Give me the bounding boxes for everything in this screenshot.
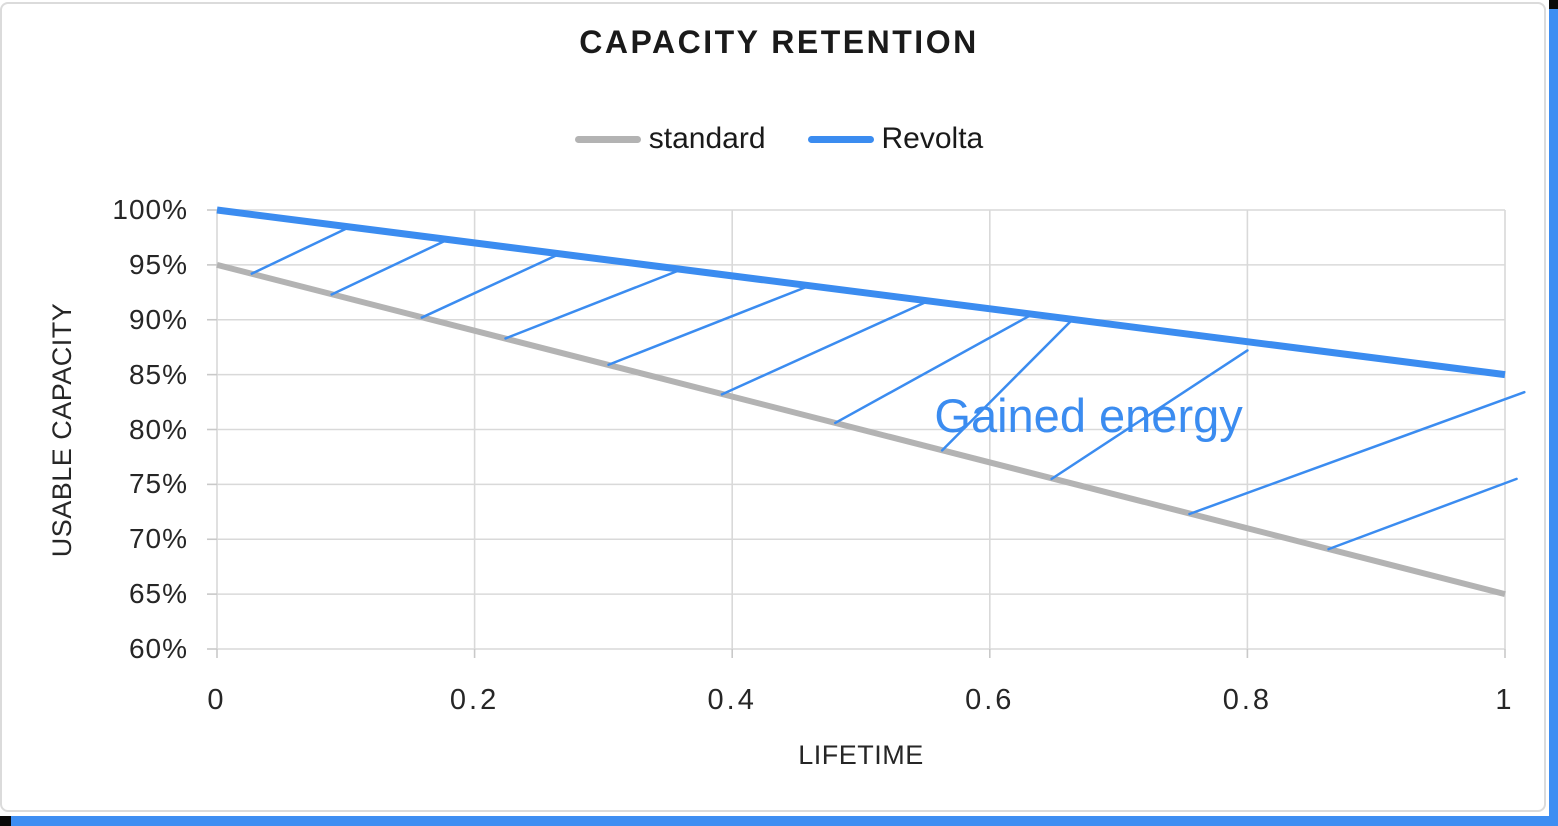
x-tick-label: 0.2: [449, 684, 500, 716]
x-tick-label: 1: [1495, 684, 1515, 716]
x-tick-label: 0.8: [1222, 684, 1273, 716]
legend: standard Revolta: [0, 122, 1558, 156]
y-tick-label: 85%: [128, 358, 188, 390]
legend-swatch-revolta: [807, 135, 874, 143]
y-tick-label: 100%: [112, 194, 188, 225]
y-tick-label: 75%: [128, 468, 188, 500]
legend-item-standard: standard: [574, 122, 766, 156]
slide-edge-bar-right: [1549, 9, 1558, 826]
slide-edge-bar-bottom: [11, 816, 1558, 826]
legend-label-standard: standard: [648, 122, 766, 155]
x-tick-label: 0: [207, 684, 227, 716]
corner-square-bottom-left: [0, 816, 11, 826]
y-tick-label: 60%: [128, 633, 188, 664]
legend-label-revolta: Revolta: [881, 122, 984, 155]
x-axis-title: LIFETIME: [798, 740, 924, 770]
y-tick-label: 95%: [128, 248, 188, 280]
legend-swatch-standard: [574, 135, 641, 143]
x-tick-label: 0.6: [965, 684, 1015, 716]
y-tick-label: 80%: [128, 413, 188, 445]
legend-item-revolta: Revolta: [807, 122, 984, 156]
gained-energy-annotation: Gained energy: [934, 388, 1243, 442]
corner-square-top-right: [1549, 0, 1558, 9]
chart-title: CAPACITY RETENTION: [579, 24, 979, 60]
y-axis-title: USABLE CAPACITY: [47, 302, 77, 558]
x-tick-label: 0.4: [707, 684, 757, 716]
y-tick-label: 70%: [128, 523, 188, 555]
y-tick-label: 90%: [128, 303, 188, 335]
y-tick-label: 65%: [128, 578, 188, 610]
